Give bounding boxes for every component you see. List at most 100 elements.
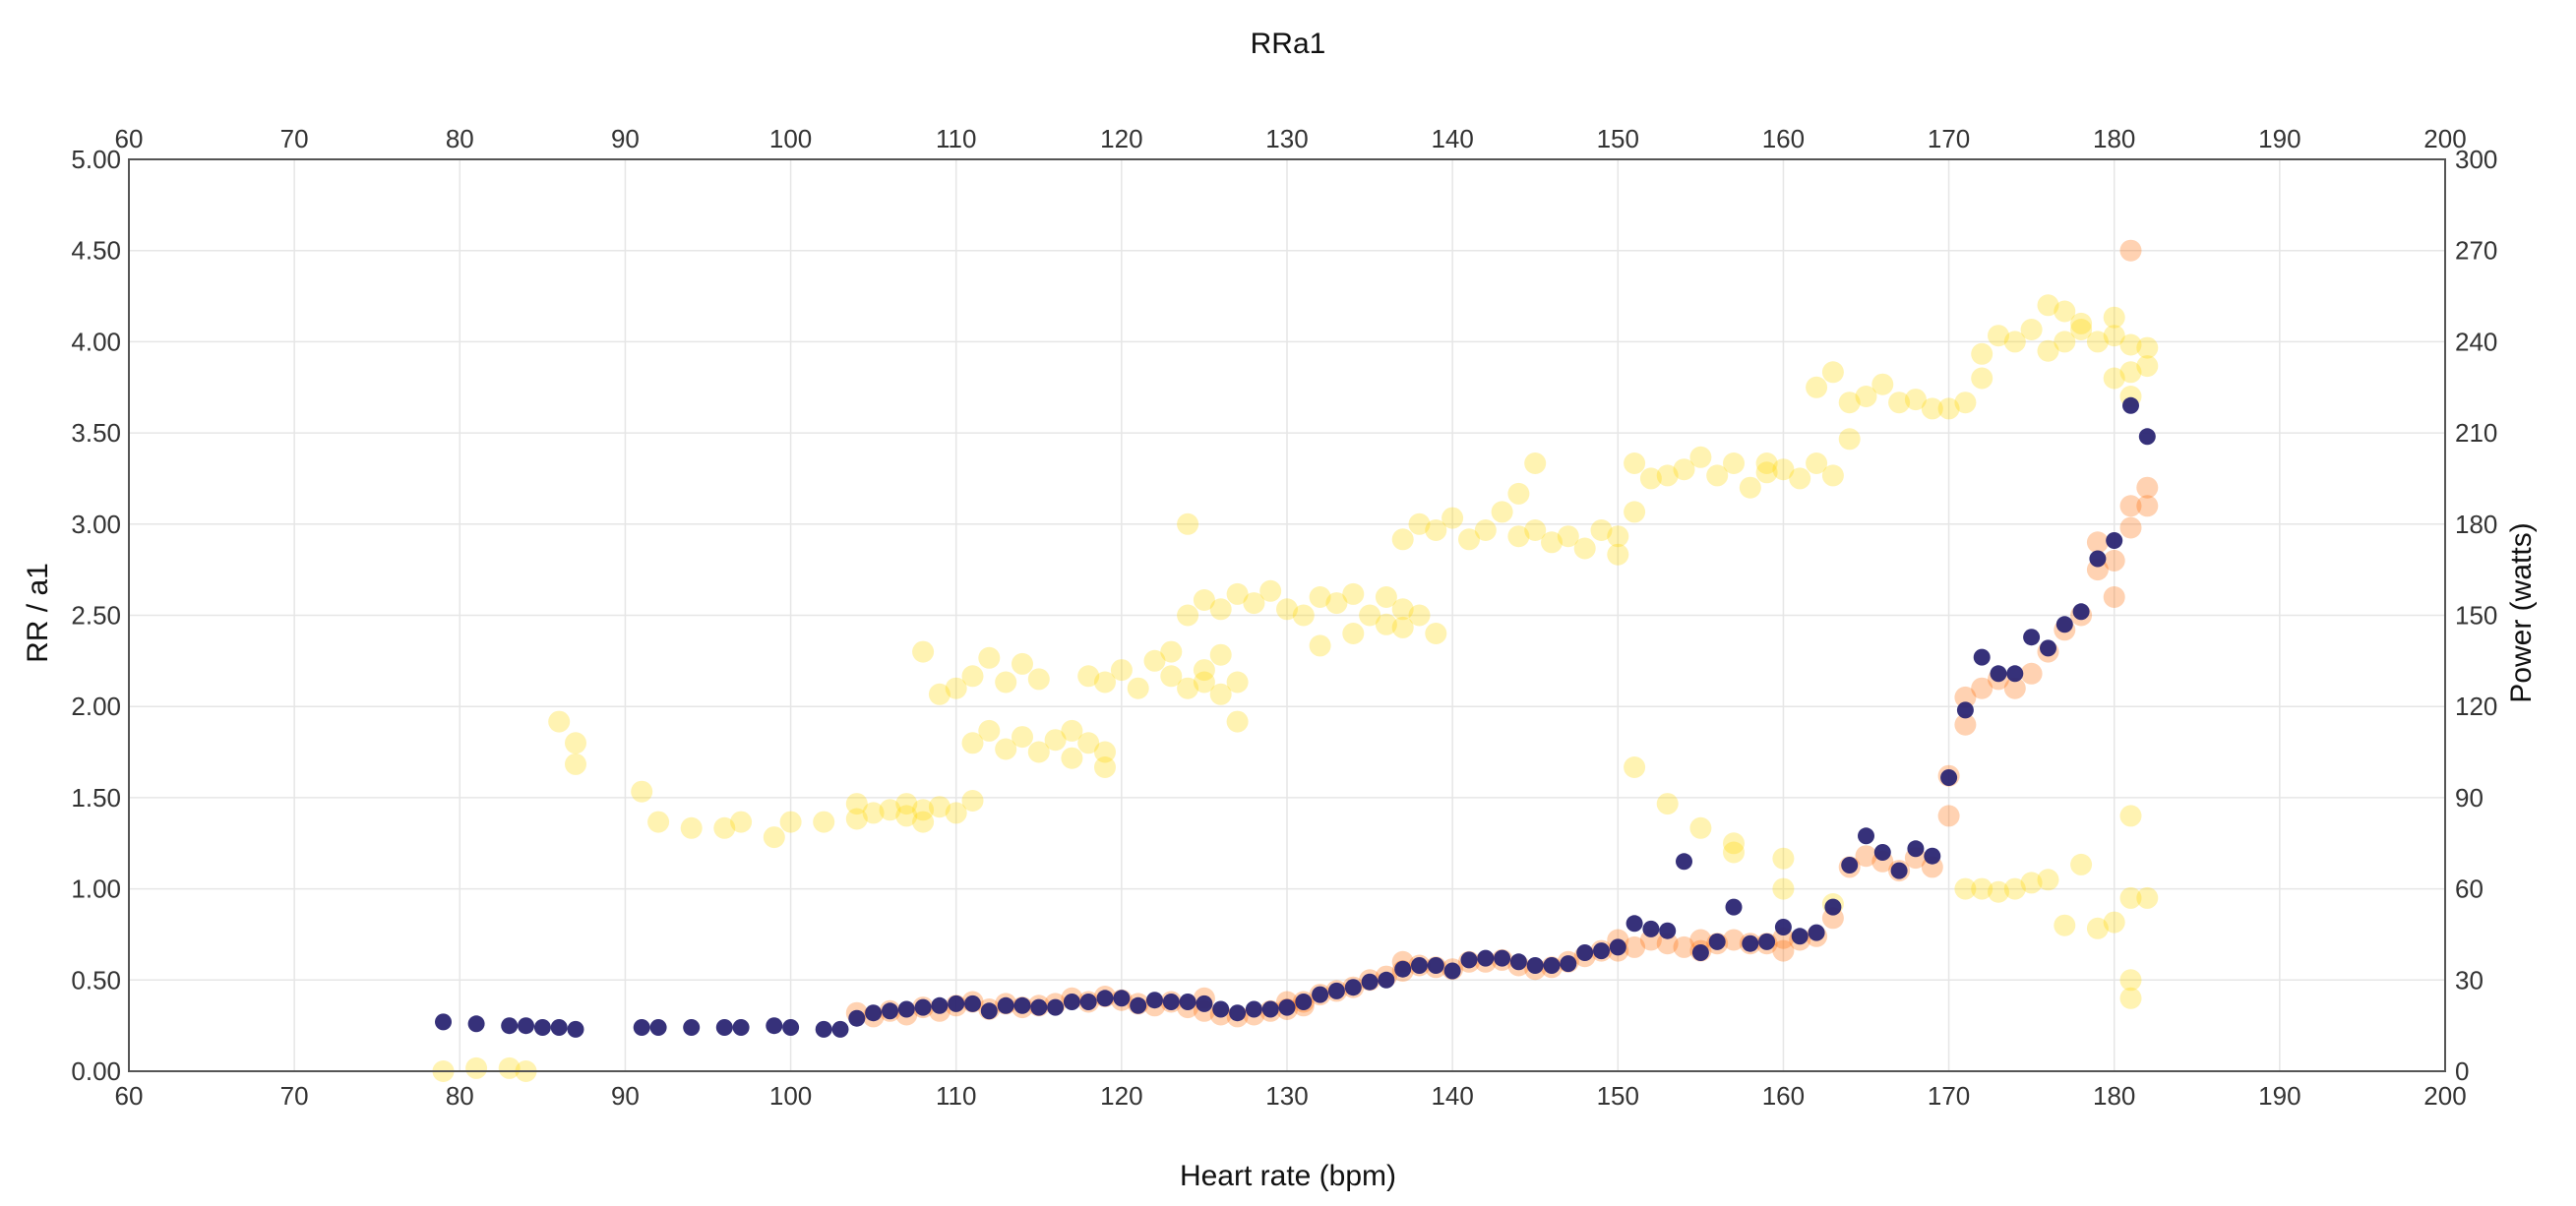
a1-point: [1858, 827, 1874, 845]
power-point: [1226, 671, 1249, 693]
power-point: [945, 677, 967, 699]
power-point: [862, 802, 885, 824]
a1-point: [1924, 847, 1941, 865]
power-point: [1408, 604, 1431, 627]
power-point: [2119, 969, 2142, 992]
a1-point: [1278, 998, 1296, 1016]
y-tick-label: 3.50: [71, 418, 121, 448]
a1-point: [1890, 862, 1908, 879]
power-point: [978, 646, 1001, 669]
a1-point: [1873, 844, 1891, 861]
a1-point: [715, 1019, 733, 1036]
power-point: [1821, 361, 1844, 384]
power-point: [465, 1056, 488, 1079]
power-point: [1739, 476, 1761, 499]
power-point: [1342, 623, 1365, 644]
power-point: [1160, 640, 1183, 663]
rr-point: [2103, 549, 2125, 572]
power-point: [1193, 671, 1215, 693]
power-point: [2070, 312, 2093, 334]
power-point: [2054, 914, 2076, 936]
a1-point: [1312, 986, 1329, 1003]
power-point: [1624, 756, 1646, 778]
power-point: [2020, 319, 2043, 340]
power-point: [995, 671, 1017, 693]
power-point: [1077, 665, 1100, 688]
x-tick-label-top: 80: [446, 124, 474, 153]
power-point: [978, 719, 1001, 742]
a1-point: [567, 1020, 584, 1038]
power-point: [1391, 598, 1414, 621]
a1-point: [1378, 971, 1395, 989]
power-point: [548, 710, 571, 733]
power-point: [2086, 917, 2109, 939]
power-point: [2119, 333, 2142, 356]
x-tick-label: 60: [115, 1081, 144, 1111]
y-tick-label: 1.00: [71, 874, 121, 904]
a1-point: [1642, 920, 1660, 937]
power-point: [2003, 877, 2026, 900]
a1-point: [831, 1020, 849, 1038]
chart-title: RRa1: [1251, 28, 1326, 60]
x-tick-label: 150: [1597, 1081, 1639, 1111]
power-point: [912, 640, 935, 663]
power-point: [1342, 582, 1365, 605]
x-tick-label: 200: [2423, 1081, 2466, 1111]
a1-point: [1327, 982, 1345, 999]
rr-point: [1689, 929, 1712, 951]
a1-point: [1245, 1000, 1262, 1018]
power-point: [1988, 325, 2009, 347]
power-point: [1541, 531, 1563, 554]
y-tick-label: 0.50: [71, 965, 121, 995]
y2-tick-label: 0: [2455, 1056, 2469, 1086]
y2-tick-label: 30: [2455, 965, 2484, 995]
power-point: [1673, 458, 1695, 481]
power-point: [895, 793, 918, 815]
power-point: [1044, 729, 1067, 752]
power-point: [1359, 604, 1381, 627]
y-ticks-left: 0.00 0.50 1.00 1.50 2.00 2.50 3.00 3.50 4.00 4.50…: [71, 145, 121, 1086]
y2-tick-label: 300: [2455, 145, 2497, 174]
a1-point: [1494, 949, 1511, 967]
rr-point: [2103, 586, 2125, 608]
power-point: [1772, 458, 1795, 481]
power-point: [813, 811, 835, 833]
power-point: [2119, 886, 2142, 909]
a1-point: [865, 1004, 883, 1022]
a1-point: [1576, 944, 1594, 961]
x-tick-label: 90: [611, 1081, 640, 1111]
power-point: [1226, 582, 1249, 605]
a1-point: [1361, 973, 1379, 991]
power-point: [2086, 331, 2109, 353]
a1-point: [1956, 701, 1974, 719]
a1-point: [882, 1002, 898, 1020]
a1-point: [1063, 994, 1080, 1010]
power-point: [2020, 872, 2043, 894]
y-tick-label: 2.00: [71, 692, 121, 721]
a1-point: [1427, 957, 1444, 974]
a1-point: [1676, 853, 1692, 871]
y-tick-label: 3.00: [71, 510, 121, 539]
power-point: [1624, 452, 1646, 474]
a1-point: [1130, 996, 1147, 1014]
power-point: [1524, 452, 1547, 474]
x-tick-label: 170: [1928, 1081, 1970, 1111]
rr-point: [2003, 677, 2026, 699]
a1-point: [501, 1017, 519, 1035]
power-point: [2054, 331, 2076, 353]
rr-point: [1954, 713, 1977, 736]
y-tick-label: 4.00: [71, 327, 121, 356]
a1-point: [1691, 944, 1709, 961]
power-point: [1408, 513, 1431, 535]
power-point: [1441, 507, 1464, 529]
rr-point: [1954, 686, 1977, 708]
x-tick-label-top: 160: [1762, 124, 1805, 153]
rr-series: [845, 239, 2159, 1028]
a1-point: [997, 996, 1014, 1014]
a1-point: [2023, 629, 2041, 646]
a1-point: [1047, 998, 1065, 1016]
power-point: [1954, 877, 1977, 900]
a1-point: [1526, 957, 1544, 974]
power-point: [1855, 386, 1877, 407]
